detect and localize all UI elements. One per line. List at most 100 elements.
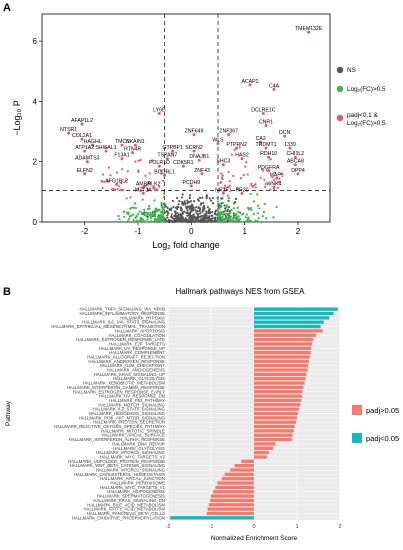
labeled-point xyxy=(267,169,271,173)
point-label: ZNF649 xyxy=(185,129,204,135)
category-label: HALLMARK_COMPLEMENT xyxy=(109,350,165,355)
bar xyxy=(254,437,292,442)
ns-point xyxy=(181,218,184,221)
category-label: HALLMARK_ALLOGRAFT_REJECTION xyxy=(87,354,165,359)
ns-point xyxy=(203,216,207,220)
labeled-point xyxy=(131,151,135,155)
sig-point xyxy=(155,188,158,191)
fc-point xyxy=(157,220,161,224)
sig-point xyxy=(109,174,112,177)
bar xyxy=(254,311,334,316)
labeled-point xyxy=(296,172,300,176)
category-label: HALLMARK_APOPTOSIS xyxy=(115,328,165,333)
legend-swatch xyxy=(336,66,344,74)
x-tick-label: 0 xyxy=(189,227,194,236)
bar xyxy=(254,364,309,368)
ns-point xyxy=(211,201,215,205)
fc-point xyxy=(231,219,234,222)
bar xyxy=(254,307,338,311)
point-label: GTPBP1 xyxy=(162,145,183,151)
category-label: HALLMARK_PEROXISOME xyxy=(111,481,166,486)
fc-point xyxy=(252,213,256,216)
point-label: ADAMTS3 xyxy=(75,156,100,162)
fc-point xyxy=(154,211,157,215)
ns-point xyxy=(180,209,183,212)
category-label: HALLMARK_PROTEIN_SECRETION xyxy=(93,420,165,425)
labeled-point xyxy=(67,131,71,135)
point-label: ELFN2 xyxy=(77,168,93,174)
ns-point xyxy=(189,220,192,223)
ns-point xyxy=(190,214,194,218)
fc-point xyxy=(137,220,141,223)
fc-point xyxy=(247,216,250,219)
fc-point xyxy=(132,206,135,209)
bar xyxy=(254,446,274,450)
ns-point xyxy=(193,217,197,220)
fc-point xyxy=(236,206,239,209)
category-label: HALLMARK_INTERFERON_ALPHA_RESPONSE xyxy=(69,437,165,442)
fc-point xyxy=(246,218,250,221)
ns-point xyxy=(196,209,199,213)
sig-point xyxy=(250,184,253,187)
fc-point xyxy=(128,215,132,218)
point-label: NR2F1 xyxy=(215,187,232,193)
x-tick-label: 2 xyxy=(338,524,341,530)
category-label: HALLMARK_GLYCOLYSIS xyxy=(113,376,165,381)
fc-point xyxy=(149,211,152,214)
sig-point xyxy=(272,179,276,182)
bar xyxy=(254,324,321,329)
fc-point xyxy=(161,206,164,209)
fc-point xyxy=(139,220,142,223)
fc-point xyxy=(162,208,165,211)
ns-point xyxy=(188,194,192,197)
labeled-point xyxy=(80,137,84,141)
fc-point xyxy=(249,192,252,196)
fc-point xyxy=(257,217,260,220)
ns-point xyxy=(184,202,187,205)
bar xyxy=(254,329,323,333)
ns-point xyxy=(208,216,211,220)
ns-point xyxy=(170,207,173,210)
point-label: 1339 xyxy=(284,142,296,148)
ns-point xyxy=(186,219,189,222)
point-label: WLS xyxy=(212,138,224,144)
ns-point xyxy=(201,214,205,218)
category-label: HALLMARK_SPERMATOGENESIS xyxy=(97,494,166,499)
bar xyxy=(234,464,254,468)
bar xyxy=(206,511,254,516)
sig-point xyxy=(112,187,115,190)
labeled-point xyxy=(272,185,276,189)
bar xyxy=(254,407,300,411)
fc-point xyxy=(244,215,247,219)
point-label: HAGHL xyxy=(84,139,102,145)
ns-point xyxy=(221,197,224,200)
bar xyxy=(254,337,314,342)
fc-point xyxy=(221,215,224,218)
labeled-point xyxy=(115,182,119,186)
bar xyxy=(213,490,254,494)
sig-point xyxy=(278,180,281,183)
bar xyxy=(254,359,310,363)
ns-point xyxy=(168,219,171,222)
labeled-point xyxy=(272,87,276,91)
sig-point xyxy=(226,186,230,189)
labeled-point xyxy=(221,191,225,195)
fc-point xyxy=(245,213,248,216)
ns-point xyxy=(160,204,163,207)
fc-point xyxy=(247,208,251,211)
sig-point xyxy=(263,178,266,182)
sig-point xyxy=(278,177,281,180)
category-label: HALLMARK_P53_PATHWAY xyxy=(109,398,165,403)
sig-point xyxy=(277,181,280,184)
point-label: ZNF367 xyxy=(219,129,238,135)
labeled-point xyxy=(248,83,252,87)
point-label: TRDMT1 xyxy=(255,142,276,148)
x-tick-label: 1 xyxy=(295,524,298,530)
fc-point xyxy=(157,215,160,219)
fc-point xyxy=(137,213,140,216)
sig-point xyxy=(242,173,246,177)
sig-point xyxy=(110,188,113,191)
fc-point xyxy=(153,217,157,220)
fc-point xyxy=(237,215,240,218)
fc-point xyxy=(148,214,151,217)
